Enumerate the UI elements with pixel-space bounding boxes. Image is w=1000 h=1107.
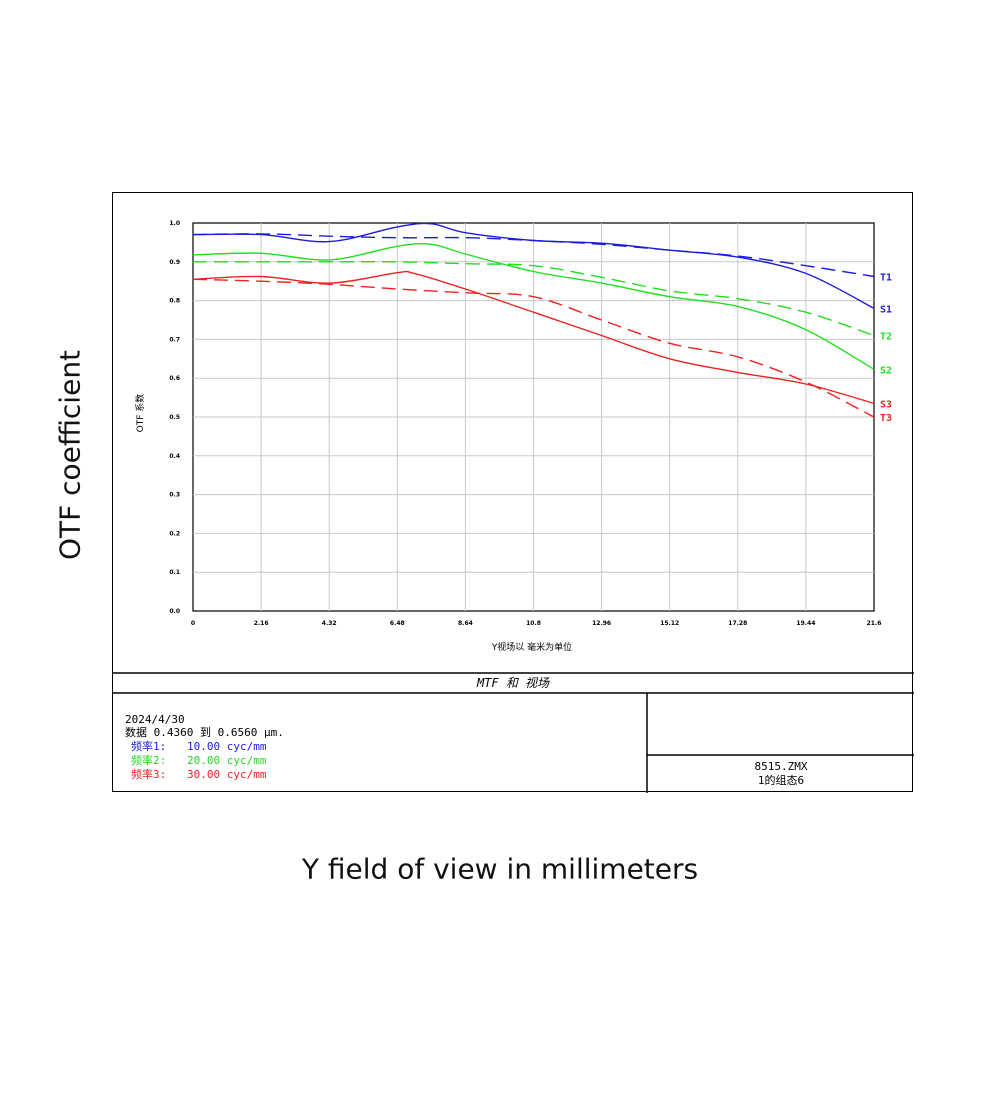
frequency-list: 频率1: 10.00 cyc/mm 频率2: 20.00 cyc/mm 频率3:… (131, 739, 267, 781)
y-tick-label: 0.4 (169, 453, 180, 460)
footer-title: MTF 和 视场 (476, 676, 550, 690)
series-label-t1: T1 (880, 273, 892, 284)
y-tick-label: 0.0 (169, 608, 180, 615)
footer-file-name: 8515.ZMX (755, 760, 808, 773)
series-line-s3 (192, 270, 875, 405)
y-tick-label: 1.0 (169, 220, 180, 227)
x-tick-label: 21.6 (867, 620, 882, 627)
series-line-t2 (193, 260, 875, 337)
freq-2-value: 20.00 cyc/mm (187, 754, 267, 767)
y-tick-label: 0.7 (169, 336, 180, 343)
freq-2-label: 频率2: (131, 753, 166, 767)
plot-grid (192, 222, 875, 612)
x-tick-label: 10.8 (526, 620, 541, 627)
series-label-t2: T2 (880, 332, 892, 343)
series-labels: T1 S1 T2 S2 S3 T3 (880, 273, 892, 424)
x-tick-label: 15.12 (660, 620, 679, 627)
x-tick-label: 0 (191, 620, 195, 627)
footer-date: 2024/4/30 (125, 713, 185, 726)
outer-y-axis-label: OTF coefficient (53, 349, 87, 561)
footer-config: 1的组态6 (758, 773, 804, 787)
mtf-chart: 0 2.16 4.32 6.48 8.64 10.8 12.96 15.12 17.28 19.4… (113, 220, 914, 793)
freq-3-value: 30.00 cyc/mm (187, 768, 267, 781)
x-tick-label: 17.28 (728, 620, 747, 627)
inner-y-axis-label: OTF 系数 (134, 394, 146, 433)
series-line-s1 (192, 222, 875, 310)
x-tick-labels: 0 2.16 4.32 6.48 8.64 10.8 12.96 15.12 17.28 19.4… (191, 620, 882, 627)
y-tick-label: 0.5 (169, 414, 180, 421)
y-tick-label: 0.2 (169, 530, 180, 537)
x-tick-label: 12.96 (592, 620, 611, 627)
freq-1-label: 频率1: (131, 739, 166, 753)
x-tick-label: 8.64 (458, 620, 473, 627)
y-tick-label: 0.9 (169, 259, 180, 266)
series-lines (192, 222, 875, 418)
outer-x-axis-label: Y field of view in millimeters (301, 852, 699, 886)
freq-1-value: 10.00 cyc/mm (187, 740, 267, 753)
series-line-t3 (192, 278, 875, 418)
y-tick-labels: 0.0 0.1 0.2 0.3 0.4 0.5 0.6 0.7 0.8 0.9 1.0 (169, 220, 180, 615)
series-label-s1: S1 (880, 304, 892, 315)
freq-3-label: 频率3: (131, 767, 166, 781)
y-tick-label: 0.1 (169, 569, 180, 576)
y-tick-label: 0.8 (169, 298, 180, 305)
inner-x-axis-label: Y视场以 毫米为单位 (491, 641, 572, 653)
x-tick-label: 6.48 (390, 620, 405, 627)
x-tick-label: 2.16 (254, 620, 269, 627)
series-line-s2 (192, 242, 875, 370)
series-label-t3: T3 (880, 413, 892, 424)
series-label-s2: S2 (880, 365, 892, 376)
footer-wavelength-range: 数据 0.4360 到 0.6560 μm. (125, 725, 284, 739)
y-tick-label: 0.3 (169, 492, 180, 499)
y-tick-label: 0.6 (169, 375, 180, 382)
series-label-s3: S3 (880, 399, 892, 410)
x-tick-label: 19.44 (796, 620, 815, 627)
x-tick-label: 4.32 (322, 620, 337, 627)
zemax-mtf-plot-window: 0 2.16 4.32 6.48 8.64 10.8 12.96 15.12 17.28 19.4… (112, 192, 914, 793)
